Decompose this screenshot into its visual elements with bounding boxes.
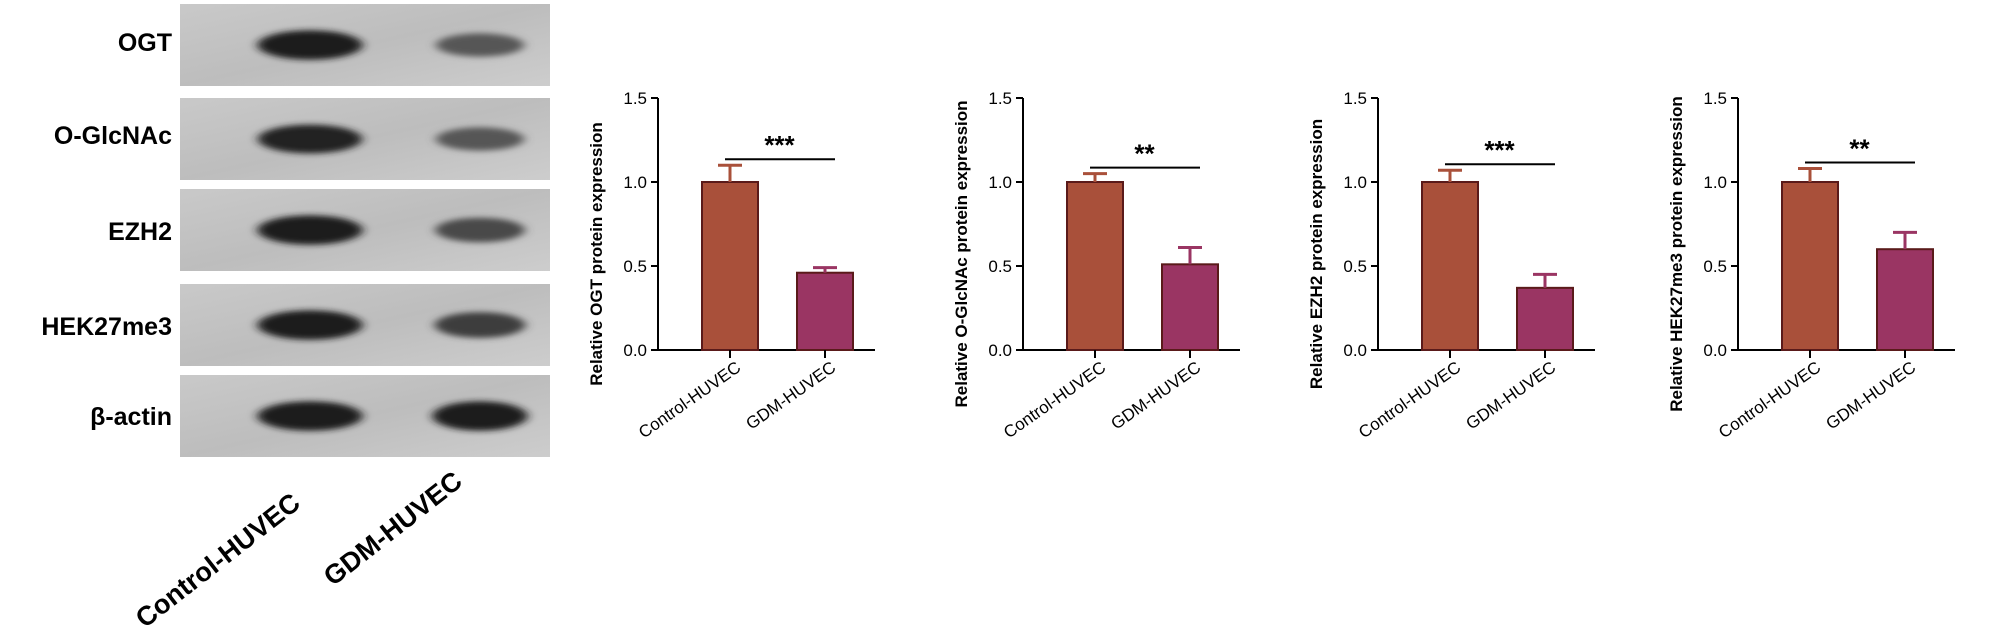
y-tick-label: 1.5	[1703, 89, 1727, 108]
y-tick-label: 1.0	[1703, 173, 1727, 192]
bar-chart-o-glcnac: 0.0 0.5 1.0 1.5 Relative O-GlcNAc protein ex…	[935, 0, 1275, 630]
lane-label-control-huvec: Control-HUVEC	[130, 487, 306, 634]
significance-label: **	[1849, 134, 1870, 164]
y-axis-label: Relative OGT protein expression	[587, 122, 606, 386]
x-tick-label: Control-HUVEC	[1000, 358, 1109, 442]
y-tick-label: 0.0	[988, 341, 1012, 360]
blot-band	[432, 401, 528, 431]
blot-image-row	[180, 4, 550, 86]
blot-band	[257, 215, 363, 245]
y-tick-label: 1.5	[623, 89, 647, 108]
blot-image-row	[180, 284, 550, 366]
blot-band	[257, 30, 363, 60]
blot-image-row	[180, 189, 550, 271]
significance-label: ***	[764, 130, 795, 160]
blot-band	[257, 124, 363, 154]
blot-image	[180, 4, 550, 86]
bar-chart-ezh2: 0.0 0.5 1.0 1.5 Relative EZH2 protein expres…	[1290, 0, 1630, 630]
y-tick-label: 0.5	[623, 257, 647, 276]
y-axis-label: Relative HEK27me3 protein expression	[1667, 96, 1686, 412]
y-tick-label: 1.0	[1343, 173, 1367, 192]
blot-band	[435, 217, 525, 243]
blot-label-ezh2: EZH2	[108, 218, 172, 246]
y-tick-label: 0.5	[1703, 257, 1727, 276]
y-tick-label: 1.5	[1343, 89, 1367, 108]
western-blot-panel: OGT O-GlcNAc EZH2 HEK27me3 β-actin Contr…	[0, 0, 560, 634]
x-tick-label: GDM-HUVEC	[1108, 358, 1205, 434]
blot-image-row	[180, 375, 550, 457]
blot-image	[180, 284, 550, 366]
y-tick-label: 0.0	[1343, 341, 1367, 360]
significance-label: ***	[1484, 135, 1515, 165]
blot-image	[180, 98, 550, 180]
blot-label-beta-actin: β-actin	[90, 403, 172, 431]
y-tick-label: 1.0	[988, 173, 1012, 192]
bar	[1516, 286, 1574, 351]
bar	[1876, 248, 1934, 351]
bar	[796, 271, 854, 351]
x-tick-label: GDM-HUVEC	[1463, 358, 1560, 434]
x-tick-label: Control-HUVEC	[635, 358, 744, 442]
x-tick-label: GDM-HUVEC	[743, 358, 840, 434]
blot-band	[435, 127, 525, 151]
lane-label-gdm-huvec: GDM-HUVEC	[318, 465, 468, 592]
x-tick-label: GDM-HUVEC	[1823, 358, 1920, 434]
blot-band	[257, 310, 363, 340]
bar	[1161, 263, 1219, 352]
bar	[1421, 181, 1479, 351]
significance-label: **	[1134, 139, 1155, 169]
chart-svg: 0.0 0.5 1.0 1.5 Relative O-GlcNAc protein ex…	[952, 89, 1240, 442]
blot-band	[435, 33, 525, 57]
y-axis-label: Relative O-GlcNAc protein expression	[952, 100, 971, 407]
bar-chart-hek27me3: 0.0 0.5 1.0 1.5 Relative HEK27me3 protein ex…	[1650, 0, 1990, 630]
y-tick-label: 1.5	[988, 89, 1012, 108]
chart-svg: 0.0 0.5 1.0 1.5 Relative EZH2 protein expres…	[1307, 89, 1595, 442]
y-tick-label: 0.0	[1703, 341, 1727, 360]
chart-svg: 0.0 0.5 1.0 1.5 Relative HEK27me3 protein ex…	[1667, 89, 1955, 442]
blot-label-ogt: OGT	[117, 29, 172, 57]
y-tick-label: 0.5	[1343, 257, 1367, 276]
x-tick-label: Control-HUVEC	[1355, 358, 1464, 442]
y-tick-label: 0.5	[988, 257, 1012, 276]
chart-svg: 0.0 0.5 1.0 1.5 Relative OGT protein express…	[587, 89, 875, 442]
bar-chart-ogt: 0.0 0.5 1.0 1.5 Relative OGT protein express…	[570, 0, 910, 630]
blot-image	[180, 189, 550, 271]
blot-label-o-glcnac: O-GlcNAc	[53, 122, 172, 150]
bar	[701, 181, 759, 351]
x-tick-label: Control-HUVEC	[1715, 358, 1824, 442]
blot-label-hek27me3: HEK27me3	[41, 313, 172, 341]
y-tick-label: 0.0	[623, 341, 647, 360]
bar	[1781, 181, 1839, 351]
bar	[1066, 181, 1124, 351]
blot-band	[434, 312, 526, 338]
y-tick-label: 1.0	[623, 173, 647, 192]
blot-image	[180, 375, 550, 457]
y-axis-label: Relative EZH2 protein expression	[1307, 119, 1326, 389]
blot-image-row	[180, 98, 550, 180]
blot-band	[257, 401, 363, 431]
